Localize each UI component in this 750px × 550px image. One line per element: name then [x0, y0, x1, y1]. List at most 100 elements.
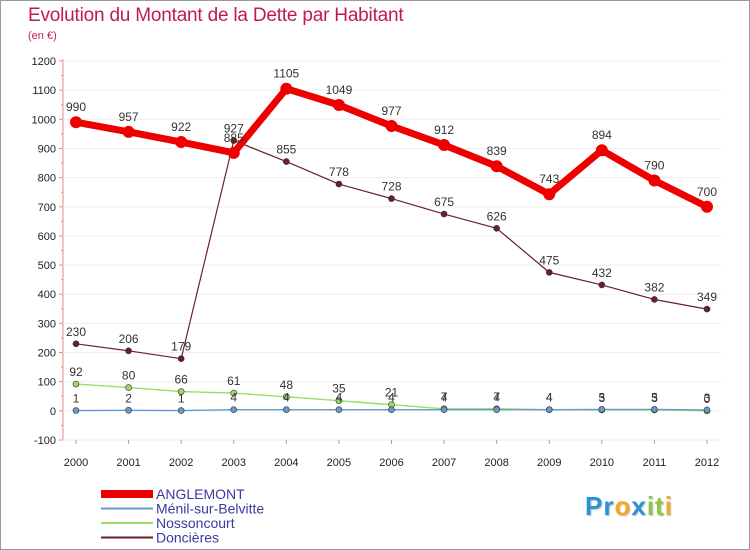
data-point-menil-sur-belvitte	[125, 406, 132, 414]
y-tick-label: 600	[38, 231, 56, 243]
y-tick-label: 900	[38, 143, 56, 155]
data-label-anglemont: 977	[381, 104, 401, 118]
y-tick-label: 800	[38, 173, 56, 185]
data-point-menil-sur-belvitte	[703, 406, 711, 414]
y-tick-label: 400	[38, 289, 56, 301]
legend-swatch	[101, 507, 153, 510]
x-tick-label: 2007	[432, 457, 456, 469]
data-point-menil-sur-belvitte	[493, 406, 500, 413]
data-point-menil-sur-belvitte	[440, 406, 448, 413]
data-point-doncieres	[72, 340, 80, 348]
x-tick-label: 2010	[590, 457, 614, 469]
legend-swatch	[101, 536, 153, 539]
series-line-doncieres	[75, 139, 708, 360]
data-label-anglemont: 790	[644, 159, 664, 173]
data-label-nossoncourt: 7	[441, 390, 448, 404]
y-tick-label: 1200	[32, 56, 56, 68]
data-point-menil-sur-belvitte	[545, 406, 553, 413]
data-label-nossoncourt: 35	[332, 382, 346, 396]
y-tick-label: 1100	[32, 85, 56, 97]
data-point-doncieres	[388, 195, 395, 202]
data-point-doncieres	[598, 281, 606, 289]
legend-label: Ménil-sur-Belvitte	[156, 501, 264, 517]
data-label-menil-sur-belvitte: 4	[283, 391, 290, 405]
x-tick-label: 2011	[643, 457, 667, 469]
data-label-menil-sur-belvitte: 2	[125, 391, 132, 405]
data-label-menil-sur-belvitte: 4	[230, 391, 237, 405]
logo-letters: Pr	[585, 491, 615, 521]
data-point-doncieres	[177, 355, 185, 362]
data-point-menil-sur-belvitte	[335, 406, 343, 413]
proxiti-logo: Proxiti	[585, 491, 673, 522]
data-label-anglemont: 957	[119, 110, 139, 124]
data-point-anglemont	[175, 136, 188, 149]
data-label-doncieres: 728	[381, 180, 401, 194]
data-point-menil-sur-belvitte	[598, 406, 606, 413]
data-label-nossoncourt: 80	[122, 369, 136, 383]
data-label-nossoncourt: 48	[280, 378, 294, 392]
chart-unit: (en €)	[28, 30, 57, 42]
y-tick-label: -100	[34, 435, 56, 447]
y-tick-label: 200	[38, 348, 56, 360]
data-label-doncieres: 230	[66, 325, 86, 339]
data-point-menil-sur-belvitte	[651, 406, 658, 413]
data-point-doncieres	[125, 347, 132, 355]
y-tick-label: 500	[38, 260, 56, 272]
data-label-nossoncourt: 3	[651, 391, 658, 405]
data-label-menil-sur-belvitte: 4	[546, 391, 553, 405]
data-label-nossoncourt: 61	[227, 374, 241, 388]
data-label-anglemont: 1105	[273, 67, 299, 81]
data-label-doncieres: 179	[171, 340, 191, 354]
data-label-doncieres: 349	[697, 290, 717, 304]
x-tick-label: 2008	[484, 457, 508, 469]
y-tick-label: 1000	[32, 114, 56, 126]
data-label-anglemont: 700	[697, 185, 717, 199]
y-tick-label: 100	[38, 377, 56, 389]
data-point-anglemont	[648, 174, 661, 187]
legend-label: Doncières	[156, 530, 219, 546]
data-point-doncieres	[440, 210, 448, 218]
data-label-doncieres: 778	[329, 165, 349, 179]
x-tick-label: 2009	[537, 457, 561, 469]
data-label-doncieres: 475	[539, 253, 559, 267]
data-point-doncieres	[335, 180, 343, 188]
data-point-doncieres	[283, 158, 290, 165]
data-point-doncieres	[545, 269, 553, 276]
data-label-menil-sur-belvitte: 1	[178, 392, 185, 406]
data-point-anglemont	[438, 138, 451, 151]
data-label-nossoncourt: 92	[69, 365, 83, 379]
data-point-doncieres	[493, 225, 500, 232]
data-label-doncieres: 626	[487, 209, 507, 223]
data-point-doncieres	[230, 137, 238, 144]
y-tick-label: 0	[50, 406, 56, 418]
data-point-nossoncourt	[335, 397, 343, 404]
data-label-anglemont: 990	[66, 100, 86, 114]
logo-letters: x	[631, 491, 647, 521]
x-tick-label: 2005	[327, 457, 351, 469]
data-label-nossoncourt: 66	[174, 373, 188, 387]
data-label-nossoncourt: 3	[598, 391, 605, 405]
data-label-nossoncourt: 7	[493, 390, 500, 404]
x-tick-label: 2000	[64, 457, 88, 469]
data-label-menil-sur-belvitte: 5	[651, 390, 658, 404]
y-tick-label: 700	[38, 202, 56, 214]
data-label-nossoncourt: 21	[385, 386, 399, 400]
data-label-anglemont: 743	[539, 172, 559, 186]
x-tick-label: 2002	[169, 457, 193, 469]
x-tick-label: 2001	[116, 457, 140, 469]
legend-label: ANGLEMONT	[156, 486, 245, 502]
data-point-anglemont	[385, 120, 398, 133]
data-label-doncieres: 855	[276, 143, 296, 157]
x-tick-label: 2012	[695, 457, 719, 469]
data-point-nossoncourt	[230, 389, 238, 397]
data-point-nossoncourt	[72, 380, 80, 388]
logo-letters: it	[646, 491, 665, 521]
y-tick-label: 300	[38, 318, 56, 330]
data-point-anglemont	[490, 160, 503, 173]
data-point-anglemont	[227, 146, 240, 159]
data-point-menil-sur-belvitte	[283, 406, 290, 413]
data-label-menil-sur-belvitte: 4	[336, 391, 343, 405]
data-label-anglemont: 885	[224, 131, 244, 145]
data-label-anglemont: 922	[171, 120, 191, 134]
